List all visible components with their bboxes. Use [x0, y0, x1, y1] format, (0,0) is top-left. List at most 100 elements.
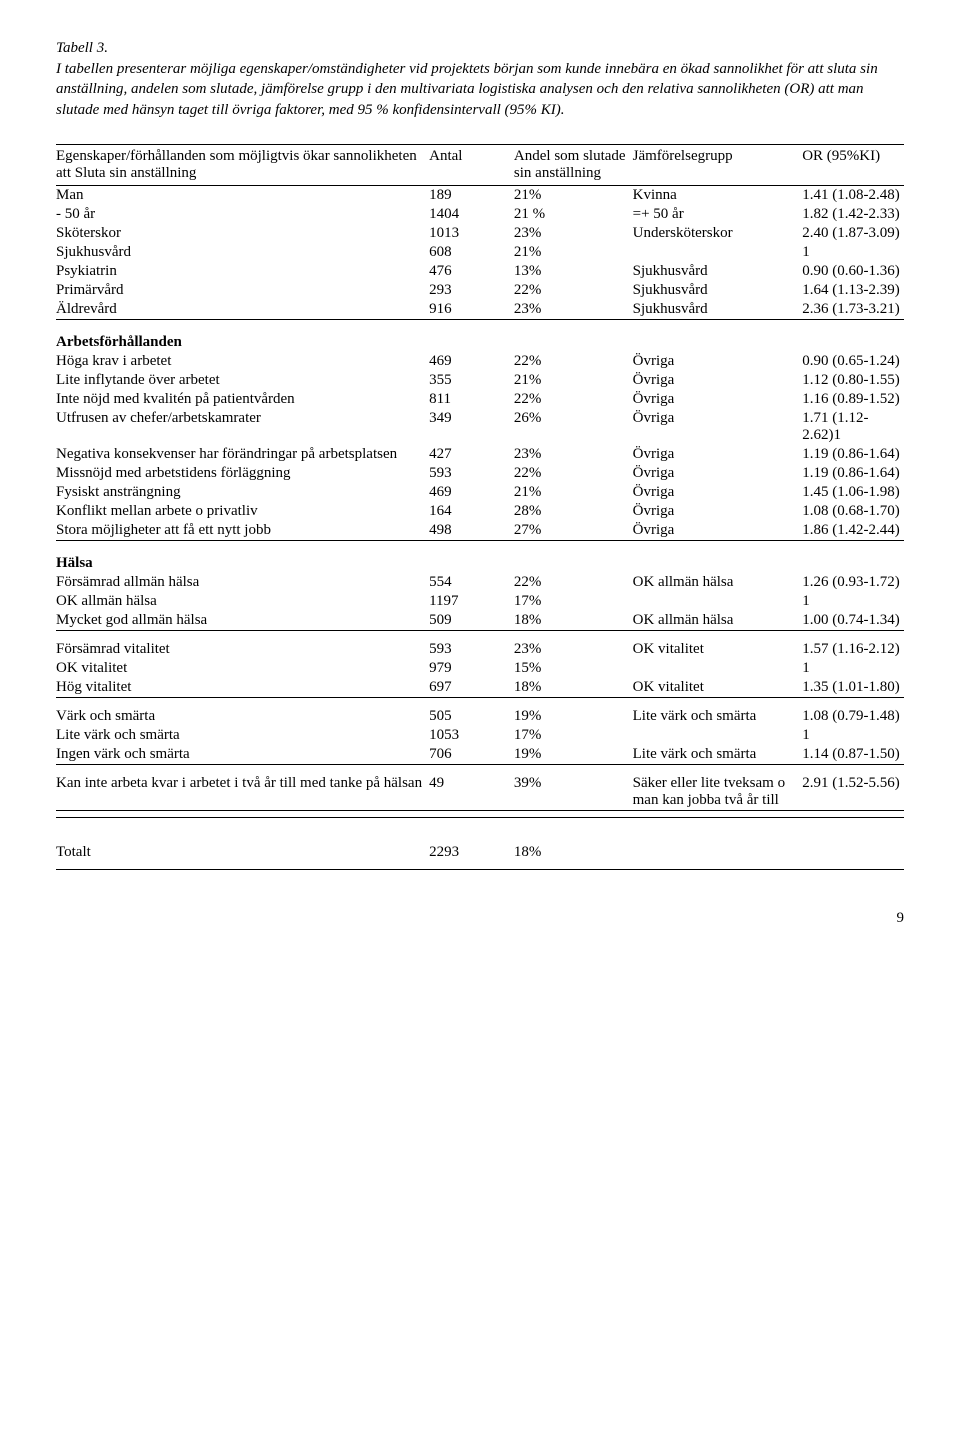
cell-antal: 706: [429, 745, 514, 765]
cell-or: 1.19 (0.86-1.64): [802, 445, 904, 464]
cell-antal: 979: [429, 659, 514, 678]
totals-empty: [633, 817, 803, 869]
totals-row: Totalt229318%: [56, 817, 904, 869]
cell-andel: 22%: [514, 390, 633, 409]
table-row: Stora möjligheter att få ett nytt jobb49…: [56, 521, 904, 541]
cell-comp: Undersköterskor: [633, 224, 803, 243]
cell-comp: Sjukhusvård: [633, 262, 803, 281]
table-caption: I tabellen presenterar möjliga egenskape…: [56, 59, 904, 120]
cell-andel: 19%: [514, 745, 633, 765]
cell-andel: 13%: [514, 262, 633, 281]
cell-or: 1.14 (0.87-1.50): [802, 745, 904, 765]
cell-or: 1.41 (1.08-2.48): [802, 185, 904, 205]
cell-comp: [633, 243, 803, 262]
cell-label: Lite värk och smärta: [56, 726, 429, 745]
section-header: Arbetsförhållanden: [56, 319, 904, 352]
cell-andel: 19%: [514, 697, 633, 726]
table-row: Konflikt mellan arbete o privatliv16428%…: [56, 502, 904, 521]
cell-andel: 17%: [514, 726, 633, 745]
cell-comp: [633, 592, 803, 611]
cell-antal: 355: [429, 371, 514, 390]
cell-comp: Övriga: [633, 502, 803, 521]
cell-antal: 509: [429, 611, 514, 631]
table-row: Sköterskor101323%Undersköterskor2.40 (1.…: [56, 224, 904, 243]
cell-comp: Övriga: [633, 409, 803, 445]
cell-antal: 349: [429, 409, 514, 445]
hdr-or: OR (95%KI): [802, 144, 904, 185]
cell-or: 0.90 (0.65-1.24): [802, 352, 904, 371]
table-number: Tabell 3.: [56, 40, 904, 57]
cell-antal: 498: [429, 521, 514, 541]
cell-andel: 18%: [514, 678, 633, 698]
cell-andel: 39%: [514, 764, 633, 810]
cell-andel: 21 %: [514, 205, 633, 224]
cell-antal: 293: [429, 281, 514, 300]
cell-andel: 21%: [514, 185, 633, 205]
cell-antal: 1197: [429, 592, 514, 611]
table-row: Sjukhusvård60821%1: [56, 243, 904, 262]
cell-antal: 469: [429, 352, 514, 371]
cell-andel: 17%: [514, 592, 633, 611]
cell-or: 1.26 (0.93-1.72): [802, 573, 904, 592]
cell-or: 1.12 (0.80-1.55): [802, 371, 904, 390]
cell-or: 1.16 (0.89-1.52): [802, 390, 904, 409]
table-row: OK allmän hälsa119717%1: [56, 592, 904, 611]
cell-label: Värk och smärta: [56, 697, 429, 726]
cell-or: 1.19 (0.86-1.64): [802, 464, 904, 483]
cell-antal: 189: [429, 185, 514, 205]
cell-comp: Kvinna: [633, 185, 803, 205]
cell-comp: Sjukhusvård: [633, 300, 803, 320]
cell-andel: 22%: [514, 573, 633, 592]
cell-andel: 23%: [514, 300, 633, 320]
cell-or: 1.08 (0.79-1.48): [802, 697, 904, 726]
cell-or: 1.00 (0.74-1.34): [802, 611, 904, 631]
cell-comp: Säker eller lite tveksam o man kan jobba…: [633, 764, 803, 810]
table-header-row: Egenskaper/förhållanden som möjligtvis ö…: [56, 144, 904, 185]
cell-label: Psykiatrin: [56, 262, 429, 281]
cell-andel: 26%: [514, 409, 633, 445]
cell-antal: 427: [429, 445, 514, 464]
cell-or: 1: [802, 592, 904, 611]
cell-comp: Övriga: [633, 464, 803, 483]
cell-antal: 811: [429, 390, 514, 409]
hdr-label: Egenskaper/förhållanden som möjligtvis ö…: [56, 144, 429, 185]
cell-or: 0.90 (0.60-1.36): [802, 262, 904, 281]
hdr-andel: Andel som slutade sin anställning: [514, 144, 633, 185]
cell-label: Inte nöjd med kvalitén på patientvården: [56, 390, 429, 409]
cell-andel: 23%: [514, 630, 633, 659]
cell-andel: 27%: [514, 521, 633, 541]
cell-label: - 50 år: [56, 205, 429, 224]
cell-comp: =+ 50 år: [633, 205, 803, 224]
table-row: Försämrad vitalitet59323%OK vitalitet1.5…: [56, 630, 904, 659]
cell-or: 1.64 (1.13-2.39): [802, 281, 904, 300]
cell-or: 1.08 (0.68-1.70): [802, 502, 904, 521]
cell-label: Kan inte arbeta kvar i arbetet i två år …: [56, 764, 429, 810]
cell-andel: 28%: [514, 502, 633, 521]
cell-antal: 593: [429, 630, 514, 659]
cell-label: Äldrevård: [56, 300, 429, 320]
table-row: Fysiskt ansträngning46921%Övriga1.45 (1.…: [56, 483, 904, 502]
cell-antal: 554: [429, 573, 514, 592]
cell-or: 1.35 (1.01-1.80): [802, 678, 904, 698]
cell-andel: 21%: [514, 483, 633, 502]
totals-andel: 18%: [514, 817, 633, 869]
cell-label: Utfrusen av chefer/arbetskamrater: [56, 409, 429, 445]
cell-or: 1.57 (1.16-2.12): [802, 630, 904, 659]
cell-antal: 916: [429, 300, 514, 320]
cell-antal: 1404: [429, 205, 514, 224]
cell-antal: 164: [429, 502, 514, 521]
cell-label: Mycket god allmän hälsa: [56, 611, 429, 631]
cell-or: 2.36 (1.73-3.21): [802, 300, 904, 320]
cell-or: 1.71 (1.12-2.62)1: [802, 409, 904, 445]
section-header-text: Hälsa: [56, 540, 904, 573]
cell-comp: Övriga: [633, 521, 803, 541]
section-header: Hälsa: [56, 540, 904, 573]
cell-antal: 49: [429, 764, 514, 810]
hdr-antal: Antal: [429, 144, 514, 185]
cell-label: Konflikt mellan arbete o privatliv: [56, 502, 429, 521]
cell-label: Försämrad vitalitet: [56, 630, 429, 659]
cell-comp: [633, 659, 803, 678]
cell-antal: 505: [429, 697, 514, 726]
cell-label: Sjukhusvård: [56, 243, 429, 262]
cell-antal: 1053: [429, 726, 514, 745]
